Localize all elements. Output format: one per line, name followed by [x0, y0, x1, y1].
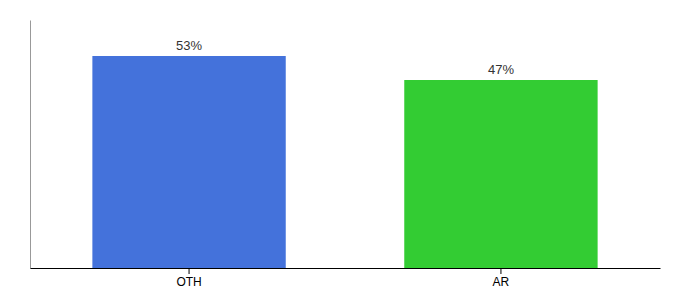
chart: OTH AR 53% 47% — [0, 0, 680, 300]
data-label: 47% — [488, 62, 514, 77]
y-axis-line — [30, 21, 31, 269]
data-labels: 53% 47% — [176, 38, 514, 77]
x-tick-label: OTH — [176, 275, 201, 289]
x-axis: OTH AR — [31, 268, 661, 289]
y-axis — [30, 21, 31, 269]
x-tick-mark — [189, 268, 190, 274]
x-tick: AR — [493, 268, 510, 289]
x-tick: OTH — [176, 268, 201, 289]
bar — [404, 80, 597, 268]
bars — [92, 56, 597, 268]
x-tick-mark — [500, 268, 501, 274]
x-axis-line — [31, 268, 661, 269]
plot-area: OTH AR 53% 47% — [31, 21, 661, 289]
bar — [92, 56, 285, 268]
x-tick-label: AR — [493, 275, 510, 289]
data-label: 53% — [176, 38, 202, 53]
